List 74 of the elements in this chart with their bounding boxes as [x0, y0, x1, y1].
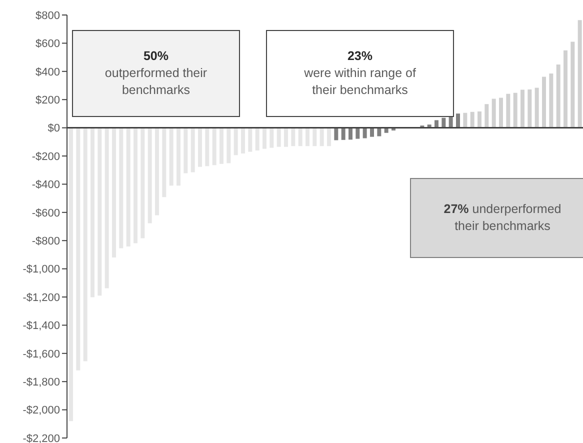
bar [69, 128, 73, 422]
bar [334, 128, 338, 140]
bar [492, 98, 496, 128]
bar [456, 114, 460, 128]
bar [341, 128, 346, 140]
annotation: 23% were within range of their benchmarks [303, 48, 417, 99]
bar [564, 50, 568, 128]
bar [291, 128, 296, 146]
bar [470, 112, 474, 128]
annotation: 27% underperformed their benchmarks [442, 201, 562, 235]
bar [463, 112, 468, 128]
bar [255, 128, 260, 150]
bar [98, 128, 102, 296]
bar [484, 104, 489, 128]
bar [356, 128, 360, 139]
bar [312, 128, 317, 146]
callout-box: 23% were within range of their benchmarks [266, 30, 454, 117]
bar [520, 90, 524, 128]
y-tick-label: $800 [36, 10, 60, 22]
bar [205, 128, 210, 166]
bar [499, 98, 503, 128]
bar [370, 128, 374, 137]
bar [570, 42, 575, 128]
y-tick-label: -$200 [32, 150, 60, 163]
y-tick-label: $600 [36, 38, 60, 50]
bar [162, 128, 166, 198]
bar [276, 128, 281, 147]
bar [320, 128, 324, 146]
y-tick-label: -$1,600 [22, 348, 60, 360]
bar [542, 76, 546, 128]
y-tick-label: -$1,400 [22, 320, 60, 332]
bar [556, 64, 560, 128]
bar [126, 128, 130, 247]
bar [478, 111, 482, 128]
y-tick-label: -$2,200 [22, 432, 60, 443]
bar [184, 128, 188, 174]
y-tick-label: -$1,200 [22, 292, 60, 304]
bar [212, 128, 216, 166]
bar [362, 128, 367, 138]
bar [298, 128, 302, 146]
y-tick-label: -$600 [32, 207, 60, 220]
bar [190, 128, 195, 172]
bar [528, 89, 532, 128]
y-tick-label: $200 [36, 94, 60, 107]
bar [140, 128, 145, 238]
bar [506, 94, 510, 128]
bar [76, 128, 80, 370]
annotation: 50% outperformed their benchmarks [104, 48, 208, 99]
bar [83, 128, 88, 362]
y-tick-label: $400 [36, 66, 60, 78]
bar [442, 118, 446, 128]
bar [270, 128, 274, 148]
bar [248, 128, 252, 152]
bar [377, 128, 382, 136]
y-tick-label: -$800 [32, 236, 60, 248]
bar [169, 128, 174, 186]
bar [348, 128, 352, 140]
y-tick-label: $0 [48, 122, 60, 135]
y-tick-label: -$2,000 [22, 404, 60, 417]
bar [234, 128, 238, 156]
bar [148, 128, 152, 224]
bar [578, 20, 582, 128]
callout-box: 50% outperformed their benchmarks [72, 30, 240, 117]
bar [119, 128, 124, 248]
bar [549, 74, 554, 128]
bar [513, 92, 518, 128]
y-tick-label: -$400 [32, 179, 60, 192]
bar [104, 128, 109, 288]
y-tick-label: -$1,800 [22, 376, 60, 389]
callout-box: 27% underperformed their benchmarks [410, 178, 583, 258]
bar [434, 120, 438, 128]
bar [226, 128, 231, 164]
y-tick-label: -$1,000 [22, 264, 60, 276]
bar [534, 88, 539, 128]
